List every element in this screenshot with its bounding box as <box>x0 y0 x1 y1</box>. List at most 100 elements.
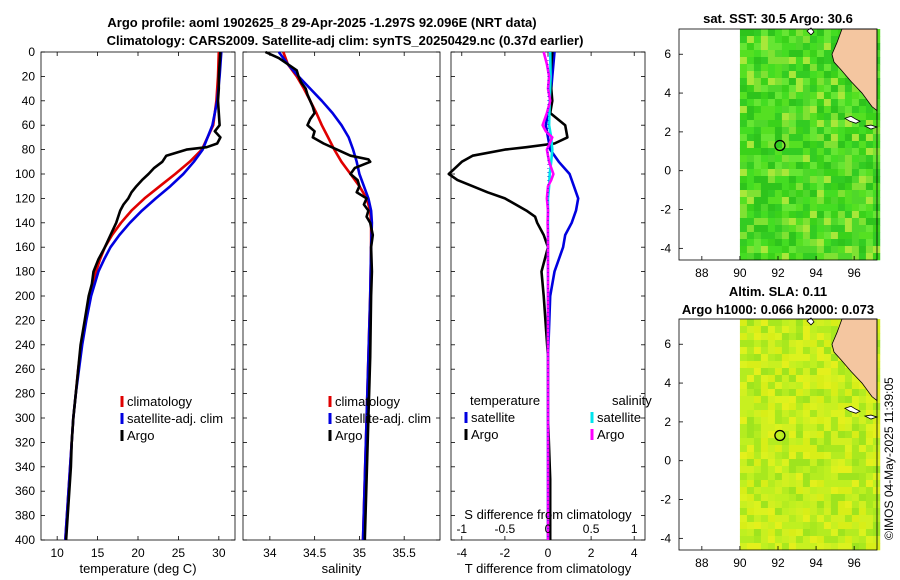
map-cell <box>809 36 818 44</box>
map-cell <box>809 333 818 341</box>
y-tick-label: 20 <box>22 69 36 83</box>
map-cell <box>774 106 783 114</box>
map-cell <box>830 382 839 390</box>
map-cell <box>844 508 853 516</box>
map-cell <box>753 508 762 516</box>
map-cell <box>753 466 762 474</box>
map-cell <box>767 169 776 177</box>
map-cell <box>788 99 797 107</box>
map-cell <box>795 155 804 163</box>
map-cell <box>830 253 839 261</box>
map-cell <box>844 99 853 107</box>
map-cell <box>739 536 748 544</box>
map-cell <box>809 466 818 474</box>
map-cell <box>760 326 769 334</box>
map-cell <box>858 197 867 205</box>
map-cell <box>851 515 860 523</box>
map-cell <box>767 232 776 240</box>
map-cell <box>781 459 790 467</box>
legend-label: satellite <box>471 410 515 425</box>
map-cell <box>865 515 874 523</box>
map-cell <box>809 438 818 446</box>
map-cell <box>809 246 818 254</box>
map-cell <box>760 396 769 404</box>
map-cell <box>872 176 881 184</box>
map-cell <box>795 197 804 205</box>
map-cell <box>802 333 811 341</box>
map-cell <box>788 232 797 240</box>
map-cell <box>739 424 748 432</box>
map-cell <box>746 92 755 100</box>
map-cell <box>795 162 804 170</box>
map-cell <box>739 438 748 446</box>
map-cell <box>781 64 790 72</box>
map-cell <box>837 396 846 404</box>
map-cell <box>760 424 769 432</box>
map-cell <box>781 382 790 390</box>
map-cell <box>739 78 748 86</box>
map-cell <box>753 473 762 481</box>
y-tick-label: 100 <box>15 167 35 181</box>
map-cell <box>844 246 853 254</box>
map-cell <box>739 29 748 37</box>
map-cell <box>809 375 818 383</box>
map-cell <box>781 43 790 51</box>
map-cell <box>760 410 769 418</box>
map-cell <box>837 487 846 495</box>
map-cell <box>802 522 811 530</box>
map-cell <box>774 473 783 481</box>
map-cell <box>795 141 804 149</box>
map-cell <box>767 340 776 348</box>
map-cell <box>753 340 762 348</box>
map-cell <box>809 354 818 362</box>
map-cell <box>802 403 811 411</box>
y-tick-label: 340 <box>15 460 35 474</box>
map-cell <box>739 347 748 355</box>
map-cell <box>781 155 790 163</box>
map-cell <box>774 85 783 93</box>
map-cell <box>767 410 776 418</box>
map-cell <box>739 253 748 261</box>
map-cell <box>753 487 762 495</box>
map-cell <box>767 71 776 79</box>
map-cell <box>830 452 839 460</box>
sla-map-title-line2: Argo h1000: 0.066 h2000: 0.073 <box>682 302 874 317</box>
map-cell <box>781 148 790 156</box>
map-cell <box>760 43 769 51</box>
map-cell <box>781 424 790 432</box>
map-cell <box>753 127 762 135</box>
map-cell <box>844 232 853 240</box>
map-cell <box>809 494 818 502</box>
map-cell <box>865 253 874 261</box>
map-cell <box>767 522 776 530</box>
map-cell <box>865 225 874 233</box>
map-cell <box>816 169 825 177</box>
map-cell <box>774 396 783 404</box>
map-cell <box>809 92 818 100</box>
map-cell <box>872 445 881 453</box>
map-cell <box>739 431 748 439</box>
map-cell <box>830 85 839 93</box>
map-cell <box>872 431 881 439</box>
map-cell <box>816 333 825 341</box>
map-cell <box>774 43 783 51</box>
map-cell <box>872 134 881 142</box>
map-cell <box>830 375 839 383</box>
map-cell <box>837 106 846 114</box>
map-cell <box>781 92 790 100</box>
map-cell <box>823 190 832 198</box>
map-cell <box>767 225 776 233</box>
map-cell <box>788 326 797 334</box>
map-cell <box>753 218 762 226</box>
map-cell <box>809 183 818 191</box>
map-cell <box>788 141 797 149</box>
map-cell <box>809 487 818 495</box>
map-cell <box>739 43 748 51</box>
series-line-argo <box>64 51 222 541</box>
map-cell <box>788 424 797 432</box>
y-tick-label: -2 <box>660 203 671 217</box>
map-cell <box>837 438 846 446</box>
map-cell <box>774 211 783 219</box>
map-cell <box>739 190 748 198</box>
map-cell <box>830 543 839 551</box>
